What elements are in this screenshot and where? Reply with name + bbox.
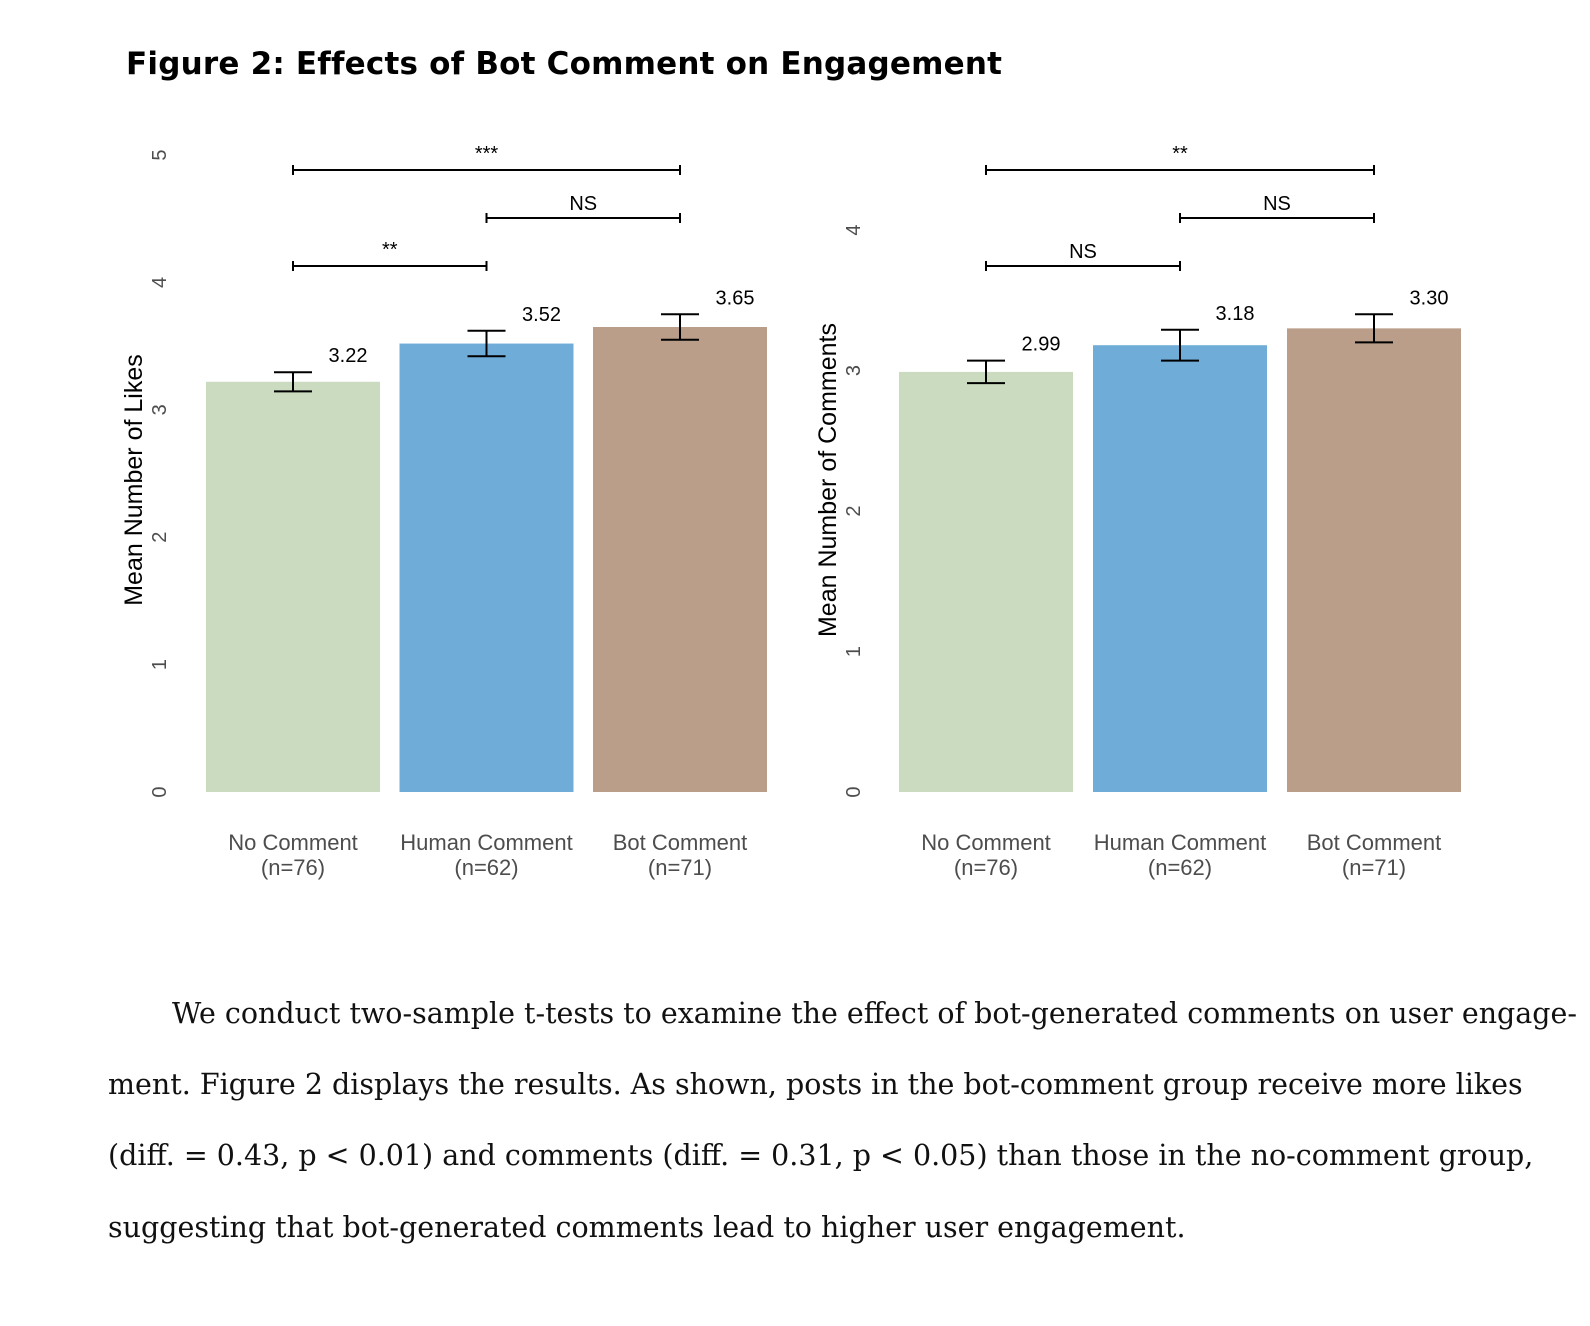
chart2-bar xyxy=(899,371,1073,792)
chart2-value-label: 3.18 xyxy=(1216,303,1255,325)
chart1-x-tick-label: Bot Comment xyxy=(613,830,748,855)
chart2-x-tick-sublabel: (n=76) xyxy=(954,855,1018,880)
chart1-y-tick-label: 2 xyxy=(149,532,171,543)
chart2-x-tick-sublabel: (n=62) xyxy=(1148,855,1212,880)
chart2-y-tick-label: 4 xyxy=(843,224,865,235)
chart1-y-axis-label: Mean Number of Likes xyxy=(120,354,148,606)
chart2-x-tick-label: No Comment xyxy=(921,830,1051,855)
chart1-significance-label: ** xyxy=(382,239,398,261)
chart1-y-tick-label: 5 xyxy=(149,149,171,160)
chart1-bar xyxy=(399,343,574,792)
chart2-significance-label: ** xyxy=(1172,143,1188,165)
paragraph-line-4: suggesting that bot-generated comments l… xyxy=(108,1211,1460,1244)
paragraph-line-1: We conduct two-sample t-tests to examine… xyxy=(108,997,1577,1030)
chart2-bar xyxy=(1093,345,1267,792)
chart1-bar xyxy=(593,326,767,792)
chart1-value-label: 3.22 xyxy=(329,345,368,367)
chart2-significance-label: NS xyxy=(1263,193,1291,215)
chart1-y-tick-label: 1 xyxy=(149,659,171,670)
chart2-y-tick-label: 0 xyxy=(843,786,865,797)
chart2-y-tick-label: 2 xyxy=(843,505,865,516)
chart2-bar xyxy=(1287,328,1461,792)
chart1-y-tick-label: 0 xyxy=(149,786,171,797)
paragraph-text: We conduct two-sample t-tests to examine… xyxy=(172,997,1578,1030)
chart2-y-axis-label: Mean Number of Comments xyxy=(814,323,842,637)
chart2-x-tick-label: Human Comment xyxy=(1094,830,1266,855)
paragraph-line-3: (diff. = 0.43, p < 0.01) and comments (d… xyxy=(108,1139,1534,1172)
chart1-significance-label: NS xyxy=(569,193,597,215)
chart1-x-tick-sublabel: (n=62) xyxy=(454,855,518,880)
chart1-x-tick-label: Human Comment xyxy=(400,830,572,855)
chart2-value-label: 3.30 xyxy=(1410,287,1449,309)
chart1-significance-label: *** xyxy=(475,143,499,165)
chart1-x-tick-label: No Comment xyxy=(228,830,358,855)
chart2-x-tick-sublabel: (n=71) xyxy=(1342,855,1406,880)
chart2-x-tick-label: Bot Comment xyxy=(1307,830,1442,855)
chart1-x-tick-sublabel: (n=76) xyxy=(261,855,325,880)
chart1-y-tick-label: 3 xyxy=(149,404,171,415)
chart1-value-label: 3.52 xyxy=(522,304,561,326)
chart2-significance-label: NS xyxy=(1069,241,1097,263)
chart1-value-label: 3.65 xyxy=(716,287,755,309)
chart2-value-label: 2.99 xyxy=(1022,334,1061,356)
chart1-x-tick-sublabel: (n=71) xyxy=(648,855,712,880)
figure-title: Figure 2: Effects of Bot Comment on Enga… xyxy=(126,46,1003,82)
figure-charts: 0 1 2 3 4 5 Mean Number of Likes 3.22 No Comment… xyxy=(120,143,1461,880)
paragraph-line-2: ment. Figure 2 displays the results. As … xyxy=(108,1068,1523,1101)
chart1-y-tick-label: 4 xyxy=(149,277,171,288)
chart2-y-tick-label: 1 xyxy=(843,646,865,657)
chart1-bar xyxy=(206,381,380,792)
paragraph-text: (diff. = 0.43, p < 0.01) and comments (d… xyxy=(108,1139,1534,1172)
chart2-y-tick-label: 3 xyxy=(843,365,865,376)
paragraph-text: ment. Figure 2 displays the results. As … xyxy=(108,1068,1523,1101)
paragraph-text: suggesting that bot-generated comments l… xyxy=(108,1211,1186,1244)
